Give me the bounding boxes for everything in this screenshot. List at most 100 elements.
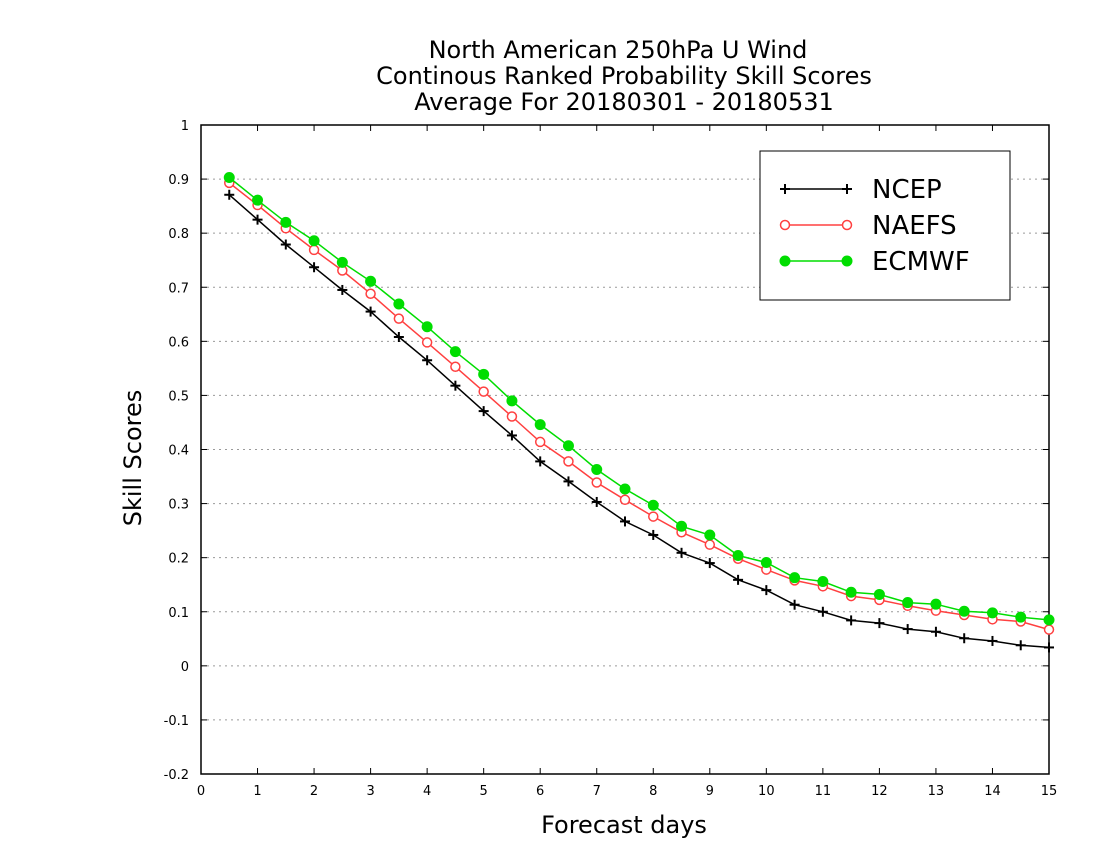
point-ncep [789,599,800,610]
point-ecmwf [817,575,829,587]
point-ncep [846,615,857,626]
point-ncep [563,476,574,487]
y-tick-label: 1 [181,119,189,134]
point-ecmwf [308,235,320,247]
point-ecmwf [365,275,377,287]
legend-marker-ncep [842,184,852,194]
point-naefs [308,244,320,256]
point-naefs [478,386,489,397]
x-tick-label: 5 [480,784,488,799]
point-ncep [506,430,517,441]
point-ecmwf [845,586,857,598]
legend-marker-ecmwf [841,255,853,267]
y-tick-label: -0.1 [164,714,189,729]
point-naefs [506,411,518,422]
point-ncep [1044,642,1054,653]
y-tick-labels: -0.2 -0.1 0 0.1 0.2 0.3 0.4 0.5 0.6 0.7 0.8 0.9 1 [164,119,189,783]
legend-marker-naefs [779,219,791,231]
title-line-2: Continous Ranked Probability Skill Score… [376,62,872,90]
point-ecmwf [562,440,574,452]
point-ncep [676,547,687,558]
point-ncep [280,239,291,250]
point-ncep [591,496,602,507]
series-ecmwf [223,171,1055,626]
point-ncep [761,585,772,596]
y-tick-label: 0.3 [168,498,189,513]
point-ncep [620,516,630,527]
point-ecmwf [223,171,235,183]
point-ecmwf [421,321,433,333]
point-ecmwf [873,588,885,600]
point-ecmwf [676,520,688,532]
x-tick-label: 11 [815,784,832,799]
x-tick-label: 2 [310,784,318,799]
point-ecmwf [619,483,631,495]
axis-ticks [200,124,1050,775]
x-tick-label: 8 [649,784,657,799]
point-ecmwf [252,194,264,206]
y-tick-label: 0.4 [168,444,189,459]
point-ecmwf [478,368,490,380]
y-tick-label: 0.6 [168,335,189,350]
legend-marker-naefs [841,219,853,231]
x-tick-label: 0 [197,784,205,799]
point-ecmwf [760,557,772,569]
legend-label-naefs: NAEFS [872,211,957,241]
point-ncep [930,626,941,637]
point-ncep [987,635,998,646]
legend: NCEP NAEFS ECMWF [759,150,1011,301]
point-ecmwf [789,572,801,584]
point-naefs [450,361,461,373]
point-ecmwf [393,298,405,310]
x-tick-label: 9 [706,784,714,799]
point-naefs [619,494,631,506]
point-ncep [535,456,546,467]
point-ncep [478,406,489,417]
x-tick-label: 10 [758,784,775,799]
point-naefs [534,436,546,448]
legend-marker-ncep [780,184,790,194]
point-ncep [733,574,744,585]
point-ecmwf [506,395,518,407]
point-ecmwf [958,605,970,617]
point-ecmwf [280,216,292,228]
legend-label-ncep: NCEP [872,175,942,205]
point-ncep [704,558,715,569]
x-tick-label: 12 [871,784,888,799]
x-tick-label: 13 [928,784,945,799]
point-ncep [309,262,320,273]
x-tick-label: 6 [536,784,544,799]
x-tick-label: 15 [1041,784,1058,799]
point-ncep [224,189,235,200]
y-tick-label: 0.9 [168,173,189,188]
x-tick-label: 3 [366,784,374,799]
data-series [223,171,1055,653]
point-naefs [704,539,716,550]
point-naefs [1043,624,1055,635]
point-ncep [1015,640,1026,651]
point-ncep [422,355,433,366]
point-ecmwf [732,550,744,562]
x-tick-label: 14 [984,784,1001,799]
point-ncep [959,633,970,644]
point-ncep [902,624,913,635]
point-ecmwf [591,464,603,476]
point-ecmwf [930,598,942,610]
point-ecmwf [449,346,461,358]
point-ncep [817,606,828,617]
x-tick-labels: 0 1 2 3 4 5 6 7 8 9 10 11 12 13 14 15 [197,784,1057,799]
y-tick-label: 0.7 [168,281,189,296]
point-ncep [393,332,404,343]
x-tick-label: 7 [593,784,601,799]
chart-title: North American 250hPa U Wind Continous R… [376,36,872,116]
point-ecmwf [1015,611,1027,623]
point-ncep [337,284,348,295]
y-tick-label: -0.2 [164,768,189,783]
legend-marker-ecmwf [779,255,791,267]
y-tick-label: 0.1 [168,606,189,621]
point-naefs [648,511,659,522]
point-ncep [365,306,376,317]
y-axis-label: Skill Scores [119,390,147,527]
point-naefs [365,288,376,299]
